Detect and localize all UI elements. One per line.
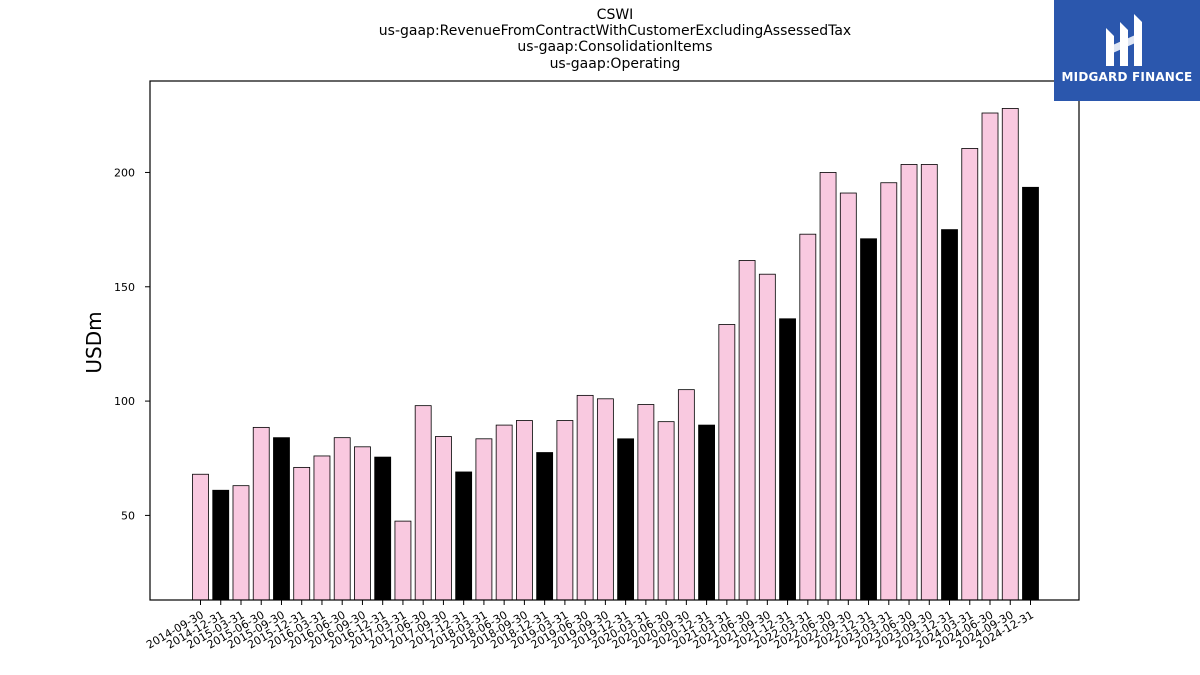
bar — [212, 489, 230, 601]
bar — [637, 404, 655, 601]
midgard-finance-logo: MIDGARD FINANCE — [1054, 0, 1200, 101]
chart-title-line-1: CSWI — [596, 7, 634, 23]
chart-title-line-4: us-gaap:Operating — [549, 56, 681, 72]
bar — [758, 273, 776, 601]
bar — [981, 112, 999, 601]
bar — [252, 426, 270, 601]
bar — [232, 485, 250, 601]
bar — [475, 438, 493, 601]
bar — [1001, 108, 1019, 601]
bar — [718, 324, 736, 601]
y-tick-label: 200 — [114, 166, 135, 179]
bar — [536, 452, 554, 601]
bar — [293, 466, 311, 601]
bar — [738, 260, 756, 601]
bar — [900, 164, 918, 601]
bar — [941, 229, 958, 601]
bar — [1022, 186, 1039, 601]
logo-text: MIDGARD FINANCE — [1061, 70, 1193, 84]
bar — [698, 424, 715, 601]
bar — [394, 520, 412, 601]
bar — [657, 421, 675, 601]
bar — [596, 398, 614, 601]
midgard-logo-icon — [1106, 14, 1142, 66]
bar — [374, 456, 392, 601]
bar — [779, 318, 796, 601]
bar — [455, 471, 473, 601]
bar — [576, 394, 594, 601]
y-tick-label: 50 — [121, 509, 135, 522]
bar — [860, 238, 877, 601]
bar — [961, 148, 979, 601]
bar — [799, 233, 817, 601]
bar — [819, 172, 837, 601]
bar — [556, 420, 574, 601]
bar — [333, 437, 351, 601]
bar — [354, 446, 371, 601]
bar — [839, 192, 857, 601]
bar — [313, 455, 331, 601]
bar — [192, 473, 209, 601]
y-tick-label: 100 — [114, 395, 135, 408]
bar — [920, 164, 938, 601]
chart-title-line-3: us-gaap:ConsolidationItems — [517, 39, 713, 55]
y-axis-label: USDm — [82, 311, 106, 373]
bar — [273, 437, 290, 601]
bar — [414, 405, 432, 601]
chart-title-line-2: us-gaap:RevenueFromContractWithCustomerE… — [378, 23, 852, 39]
bar — [677, 389, 695, 601]
plot-frame — [149, 80, 1080, 601]
bar — [880, 182, 898, 601]
bar — [495, 424, 513, 601]
bar — [617, 438, 635, 601]
bar — [516, 420, 533, 601]
bar — [435, 436, 452, 601]
y-tick-label: 150 — [114, 281, 135, 294]
